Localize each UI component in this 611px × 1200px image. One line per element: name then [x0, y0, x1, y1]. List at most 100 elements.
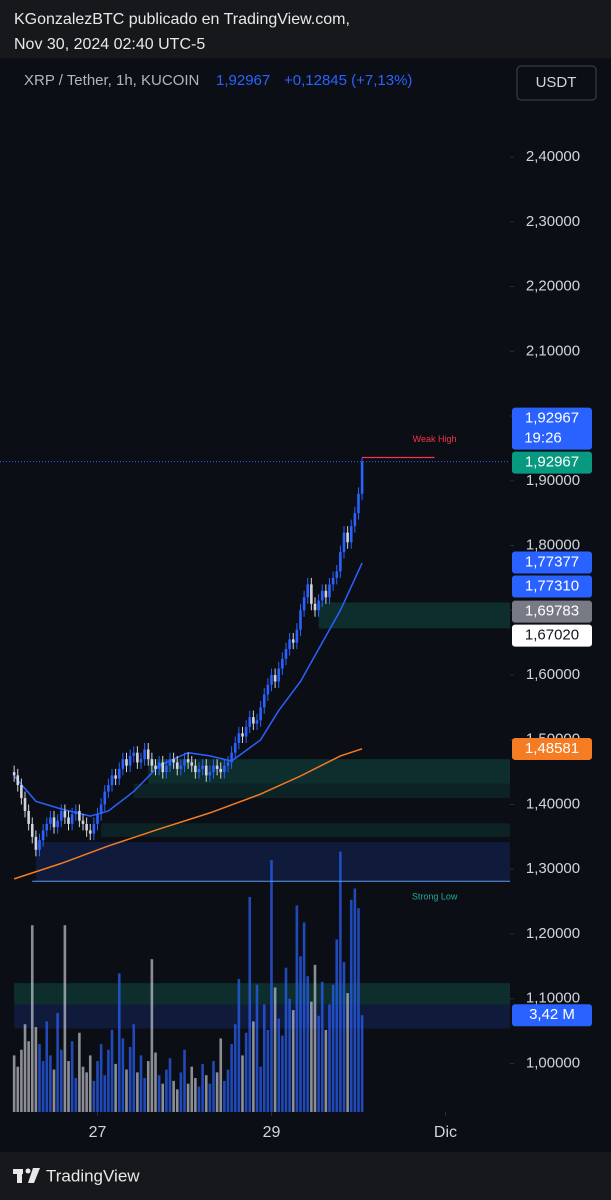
candle-body — [349, 526, 353, 543]
volume-bar — [143, 1078, 146, 1112]
candle-body — [117, 768, 121, 779]
volume-bar — [117, 973, 121, 1112]
volume-bar — [219, 1038, 223, 1112]
x-tick-label: 29 — [263, 1124, 281, 1141]
volume-bar — [56, 1012, 59, 1112]
candle-body — [186, 759, 190, 763]
volume-bar — [190, 1066, 194, 1112]
candle-body — [197, 768, 201, 773]
candle-body — [346, 532, 349, 543]
volume-bar — [30, 925, 34, 1112]
candle-body — [168, 759, 172, 766]
y-tick-label: 2,10000 — [526, 342, 580, 359]
volume-bar — [248, 896, 252, 1112]
volume-bar — [161, 1083, 165, 1112]
volume-bar — [273, 987, 277, 1112]
volume-bar — [34, 1027, 38, 1112]
volume-bar — [16, 1066, 20, 1112]
y-tick-label: 1,90000 — [526, 472, 580, 489]
volume-bar — [339, 851, 342, 1112]
candle-body — [146, 749, 150, 760]
volume-bar — [197, 1086, 201, 1112]
zone — [318, 602, 510, 629]
candle-body — [34, 836, 38, 850]
candle-body — [63, 810, 67, 818]
candle-body — [136, 752, 139, 763]
volume-bar — [92, 1080, 96, 1112]
volume-bar — [281, 1035, 284, 1112]
volume-bar — [277, 1018, 281, 1112]
candle-body — [212, 765, 215, 773]
candle-body — [78, 810, 81, 821]
volume-bar — [230, 1044, 233, 1112]
volume-bar — [353, 888, 357, 1112]
price-label: 1,67020 — [525, 627, 579, 644]
candle-body — [41, 830, 45, 841]
volume-bar — [85, 1072, 88, 1112]
candle-body — [201, 765, 204, 769]
candle-body — [67, 817, 70, 824]
logo-slash — [28, 1168, 40, 1183]
y-tick-label: 1,80000 — [526, 537, 580, 554]
author-line: KGonzalezBTC publicado en TradingView.co… — [14, 11, 350, 28]
candle-body — [59, 810, 63, 821]
volume-bar — [215, 1072, 219, 1112]
volume-bar — [146, 1061, 150, 1112]
volume-bar — [136, 1072, 139, 1112]
volume-bar — [41, 1061, 45, 1112]
volume-bar — [208, 1083, 212, 1112]
candle-body — [125, 759, 128, 766]
volume-bar — [357, 908, 360, 1112]
candle-body — [49, 817, 52, 824]
candle-body — [143, 749, 146, 760]
y-tick-label: 1,40000 — [526, 795, 580, 812]
candle-body — [27, 810, 30, 824]
candle-body — [110, 775, 114, 786]
logo-dot — [25, 1168, 31, 1174]
volume-bar — [125, 1069, 128, 1112]
volume-bar — [175, 1089, 179, 1112]
volume-bar — [114, 1063, 117, 1112]
volume-bar — [88, 1055, 92, 1112]
volume-bar — [150, 959, 154, 1112]
candle-body — [23, 798, 27, 811]
countdown: 19:26 — [524, 430, 562, 447]
candle-body — [299, 610, 302, 630]
candle-body — [324, 590, 328, 598]
volume-bar — [295, 905, 299, 1112]
candle-body — [270, 675, 273, 685]
y-tick-label: 1,60000 — [526, 666, 580, 683]
logo-stem — [17, 1169, 22, 1183]
volume-bar — [52, 1069, 56, 1112]
zone — [35, 842, 511, 881]
volume-bar — [110, 1029, 114, 1112]
zone — [14, 1004, 510, 1029]
candle-body — [56, 820, 59, 828]
y-tick-label: 2,40000 — [526, 148, 580, 165]
volume-bar — [259, 1066, 262, 1112]
candle-body — [16, 775, 20, 786]
candle-body — [190, 762, 194, 766]
candle-body — [132, 752, 136, 756]
candle-body — [194, 765, 197, 773]
volume-bar — [324, 1029, 328, 1112]
volume-bar — [121, 1038, 125, 1112]
currency-button[interactable] — [516, 65, 597, 101]
candle-body — [244, 726, 248, 737]
volume-bar — [317, 1015, 320, 1112]
volume-bar — [59, 1049, 63, 1112]
volume-bar — [139, 1055, 143, 1112]
candle-body — [150, 759, 154, 766]
candle-body — [310, 584, 313, 604]
symbol: XRP / Tether, 1h, KUCOIN — [24, 72, 199, 89]
candle-body — [52, 817, 56, 828]
candle-body — [331, 577, 335, 585]
candle-body — [88, 830, 92, 834]
candle-body — [353, 513, 357, 527]
candle-body — [317, 600, 320, 611]
candle-body — [313, 603, 317, 611]
candle-body — [219, 768, 223, 773]
y-tick-label: 1,00000 — [526, 1054, 580, 1071]
candle-body — [121, 759, 125, 769]
